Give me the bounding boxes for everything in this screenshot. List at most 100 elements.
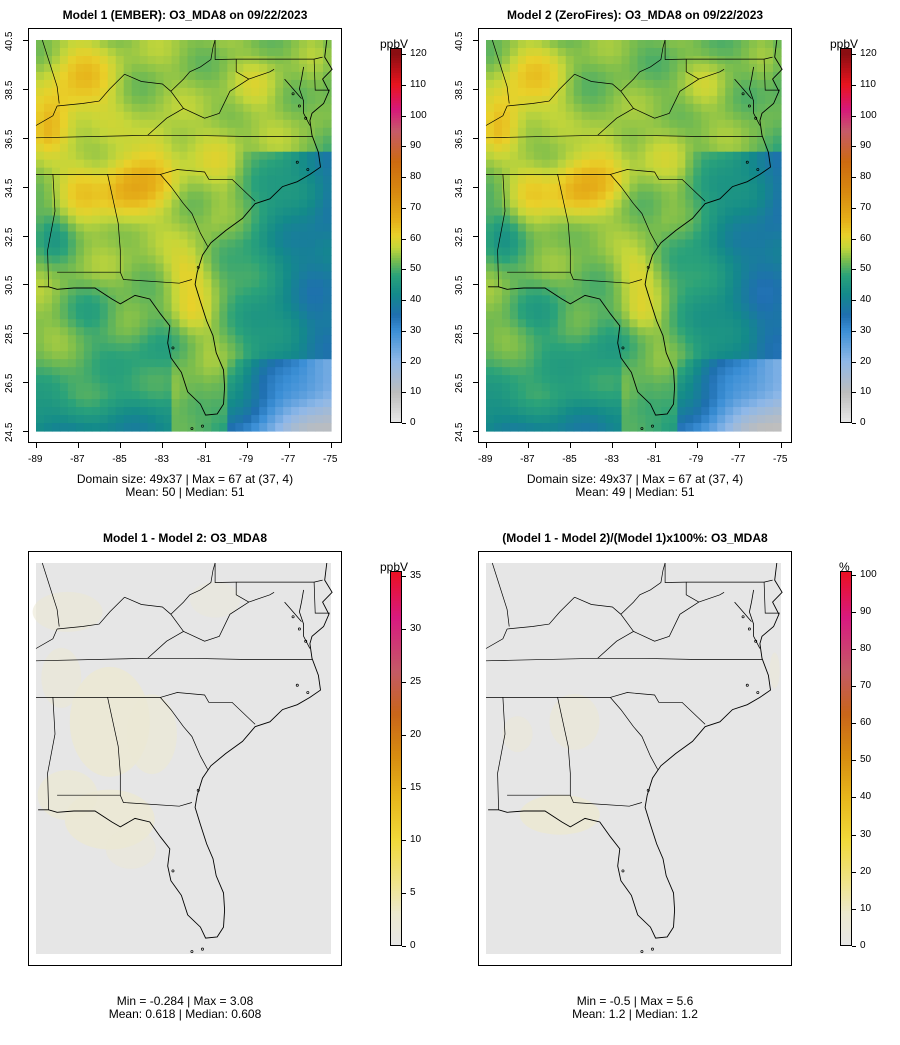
x-tick-mark	[246, 443, 248, 448]
panel-title: (Model 1 - Model 2)/(Model 1)x100%: O3_M…	[502, 531, 768, 545]
colorbar-tick-label: 10	[860, 386, 872, 398]
state-outlines	[485, 39, 783, 431]
state-border	[160, 697, 209, 770]
island-mark	[306, 168, 310, 171]
potomac-river	[284, 601, 302, 622]
colorbar-tick-mark	[852, 797, 856, 799]
y-tick-label: 34.5	[454, 178, 465, 198]
colorbar-tick-label: 80	[860, 642, 872, 654]
colorbar-tick-mark	[402, 54, 406, 56]
state-border	[763, 582, 780, 614]
colorbar-tick-label: 0	[860, 417, 866, 428]
colorbar-tick-label: 50	[860, 263, 872, 275]
x-tick-mark	[204, 443, 206, 448]
x-tick-label: -75	[773, 454, 788, 465]
state-border	[107, 174, 121, 273]
x-tick-label: -85	[112, 454, 127, 465]
stats-min-max: Min = -0.284 | Max = 3.08	[116, 994, 254, 1008]
x-tick-mark	[738, 443, 740, 448]
colorbar-tick-mark	[852, 574, 856, 576]
colorbar-tick-mark	[852, 238, 856, 240]
x-tick-label: -89	[28, 454, 43, 465]
state-border	[41, 39, 60, 104]
stats-domain: Domain size: 49x37 | Max = 67 at (37, 4)	[526, 472, 744, 486]
island-mark	[756, 691, 760, 694]
state-border	[485, 134, 762, 139]
x-tick-label: -87	[520, 454, 535, 465]
colorbar-tick-label: 90	[860, 605, 872, 617]
state-border	[160, 174, 209, 247]
state-border	[485, 657, 762, 662]
state-border	[610, 692, 706, 725]
y-tick-label: 40.5	[454, 31, 465, 51]
colorbar-tick-mark	[852, 361, 856, 363]
colorbar-tick-label: 110	[410, 78, 426, 90]
x-tick-label: -81	[646, 454, 662, 465]
state-border	[507, 596, 575, 630]
colorbar-tick-label: 120	[410, 48, 427, 60]
state-border	[235, 59, 249, 80]
stats-domain: Domain size: 49x37 | Max = 67 at (37, 4)	[76, 472, 294, 486]
colorbar-tick-mark	[852, 84, 856, 86]
colorbar-difference	[390, 571, 402, 946]
island-mark	[745, 683, 749, 687]
chesapeake-bay	[748, 66, 761, 126]
state-border	[491, 39, 510, 104]
y-tick-mark	[23, 186, 28, 188]
state-border	[557, 174, 571, 273]
colorbar-tick-mark	[402, 392, 406, 394]
colorbar-tick-mark	[852, 611, 856, 613]
island-mark	[201, 424, 204, 428]
colorbar-tick-label: 90	[410, 140, 422, 152]
colorbar-tick-label: 70	[860, 201, 872, 213]
island-mark	[190, 950, 194, 954]
colorbar-tick-mark	[852, 54, 856, 56]
colorbar-tick-mark	[852, 392, 856, 394]
y-tick-label: 38.5	[454, 80, 465, 100]
x-tick-mark	[331, 443, 332, 448]
colorbar-tick-mark	[402, 238, 406, 240]
chesapeake-bay	[748, 589, 761, 649]
island-mark	[754, 116, 758, 120]
y-tick-label: 36.5	[454, 129, 465, 149]
state-border	[620, 39, 666, 92]
colorbar-tick-label: 15	[410, 781, 422, 793]
potomac-river	[734, 78, 752, 99]
island-mark	[297, 627, 301, 631]
y-tick-mark	[23, 382, 28, 384]
y-tick-label: 26.5	[4, 373, 15, 394]
coastline	[488, 562, 783, 939]
x-tick-label: -81	[196, 454, 212, 465]
state-outlines	[35, 39, 333, 431]
state-border	[664, 40, 773, 60]
chesapeake-bay	[298, 589, 311, 649]
colorbar-tick-mark	[852, 648, 856, 650]
colorbar-tick-label: 40	[860, 294, 872, 306]
state-border	[485, 628, 508, 649]
colorbar-tick-mark	[402, 734, 406, 736]
colorbar-tick-label: 0	[860, 940, 866, 951]
state-border	[57, 596, 125, 630]
y-tick-mark	[473, 137, 478, 139]
colorbar-tick-mark	[402, 269, 406, 271]
difference-field	[32, 563, 331, 954]
colorbar-tick-mark	[402, 787, 406, 789]
state-border	[597, 68, 725, 136]
colorbar-tick-label: 30	[410, 623, 422, 635]
state-border	[35, 628, 58, 649]
colorbar-tick-mark	[852, 871, 856, 873]
x-tick-mark	[570, 443, 572, 448]
y-tick-mark	[23, 40, 28, 41]
x-tick-label: -87	[70, 454, 85, 465]
x-tick-mark	[120, 443, 122, 448]
island-mark	[741, 92, 745, 96]
island-mark	[651, 947, 654, 951]
colorbar-tick-mark	[402, 576, 406, 578]
colorbar-ozone	[390, 48, 402, 423]
island-mark	[297, 104, 301, 108]
state-border	[313, 582, 330, 614]
island-mark	[646, 265, 650, 269]
colorbar-tick-mark	[852, 207, 856, 209]
colorbar-tick-label: 10	[860, 902, 872, 914]
island-mark	[621, 869, 625, 873]
